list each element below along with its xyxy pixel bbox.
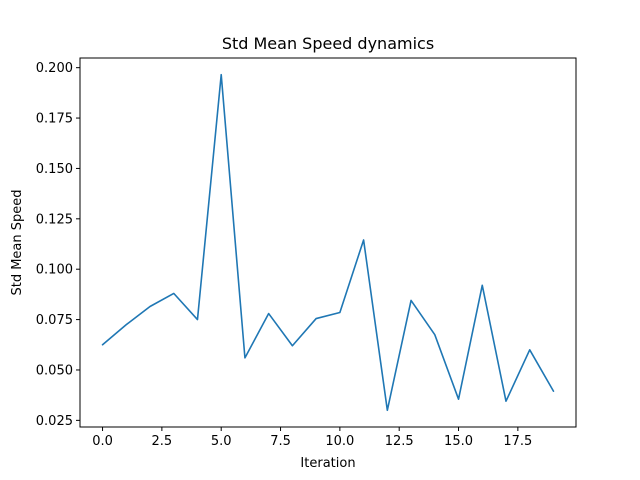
x-tick-label: 12.5 — [385, 434, 414, 449]
x-tick-label: 17.5 — [503, 434, 532, 449]
y-tick-label: 0.125 — [36, 212, 73, 227]
x-axis-ticks: 0.0 2.5 5.0 7.5 10.0 12.5 15.0 17.5 — [92, 427, 532, 449]
series-line — [101, 73, 555, 412]
x-tick-label: 0.0 — [92, 434, 113, 449]
y-tick-label: 0.200 — [36, 61, 73, 76]
y-tick-label: 0.100 — [36, 263, 73, 278]
x-tick-label: 2.5 — [152, 434, 173, 449]
y-axis-label: Std Mean Speed — [10, 189, 25, 295]
x-tick-label: 7.5 — [270, 434, 291, 449]
plot-area-frame — [79, 57, 577, 428]
x-tick-label: 15.0 — [444, 434, 473, 449]
x-axis-label: Iteration — [300, 456, 355, 471]
chart-title: Std Mean Speed dynamics — [222, 34, 434, 53]
y-tick-label: 0.150 — [36, 162, 73, 177]
y-tick-label: 0.175 — [36, 112, 73, 127]
y-tick-label: 0.025 — [36, 414, 73, 429]
y-tick-label: 0.075 — [36, 313, 73, 328]
x-tick-label: 5.0 — [211, 434, 232, 449]
y-tick-label: 0.050 — [36, 363, 73, 378]
y-axis-ticks: 0.025 0.050 0.075 0.100 0.125 0.150 0.175 0.200 — [36, 61, 80, 429]
x-tick-label: 10.0 — [325, 434, 354, 449]
